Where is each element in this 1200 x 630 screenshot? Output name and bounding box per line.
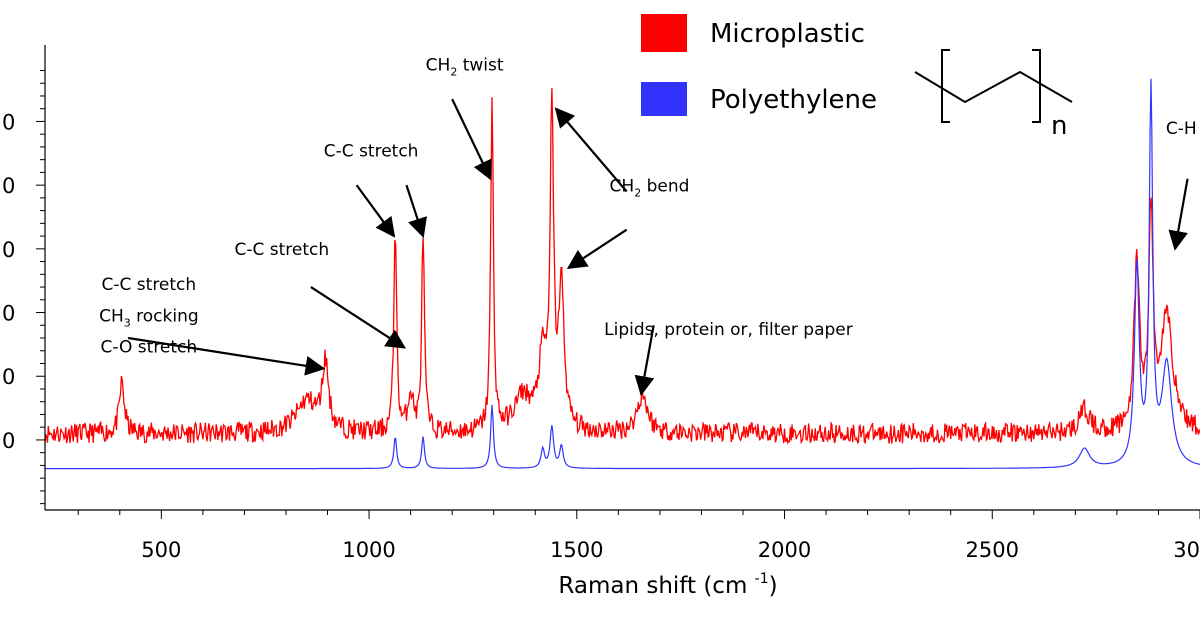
annotation-arrow-bend	[554, 107, 628, 193]
annotation-cc-mid: C-C stretch	[234, 240, 329, 260]
y-tick-label: 0	[2, 174, 15, 198]
annotation-arrow-cc-upper-2	[405, 184, 427, 238]
legend-swatch-microplastic	[641, 14, 687, 52]
polyethylene-structure: n	[914, 49, 1073, 141]
series-line-microplastic	[44, 87, 1200, 445]
annotation-bend: CH2 bend	[610, 177, 690, 200]
legend: Microplastic Polyethylene	[641, 14, 877, 116]
annotation-cc-ch3-co: C-C stretch	[102, 275, 197, 295]
y-tick-label: 0	[2, 429, 15, 453]
annotation-arrow-twist	[451, 98, 492, 181]
y-tick-label: 0	[2, 238, 15, 262]
legend-label-polyethylene: Polyethylene	[710, 85, 877, 115]
structure-subscript: n	[1051, 111, 1067, 141]
y-tick-label: 0	[2, 365, 15, 389]
x-tick-label: 1000	[342, 538, 395, 562]
series-layer	[44, 78, 1200, 470]
y-tick-label: 0	[2, 110, 15, 134]
x-tick-label: 500	[141, 538, 181, 562]
annotation-arrow-cc-upper	[355, 184, 396, 238]
annotation-co: C-O stretch	[101, 338, 198, 358]
legend-swatch-polyethylene	[641, 82, 687, 116]
annotation-arrow-ch-stretch	[1168, 178, 1189, 251]
annotations-layer: CH2 twist C-C stretch CH2 bend C-C stretch C…	[99, 55, 1197, 397]
annotation-arrow-bend-2	[566, 228, 628, 270]
annotation-arrow-cc-mid	[310, 286, 407, 349]
x-tick-label: 2000	[758, 538, 811, 562]
structure-chain	[914, 70, 1073, 104]
annotation-lipids: Lipids, protein or, filter paper	[604, 320, 853, 340]
structure-bracket-right	[1032, 49, 1041, 123]
x-axis-label: Raman shift (cm -1)	[558, 571, 777, 599]
x-tick-label: 1500	[550, 538, 603, 562]
annotation-arrow-lipids	[634, 325, 655, 397]
series-line-polyethylene	[45, 78, 1200, 470]
annotation-arrow-cc-ch3-co	[127, 336, 326, 376]
annotation-ch-stretch: C-H	[1166, 119, 1197, 139]
annotation-cc-upper: C-C stretch	[324, 141, 419, 161]
annotation-twist: CH2 twist	[426, 55, 504, 78]
y-tick-label: 0	[2, 302, 15, 326]
annotation-ch3: CH3 rocking	[99, 306, 199, 329]
legend-label-microplastic: Microplastic	[710, 19, 865, 49]
x-tick-label: 2500	[966, 538, 1019, 562]
structure-bracket-left	[941, 49, 950, 123]
